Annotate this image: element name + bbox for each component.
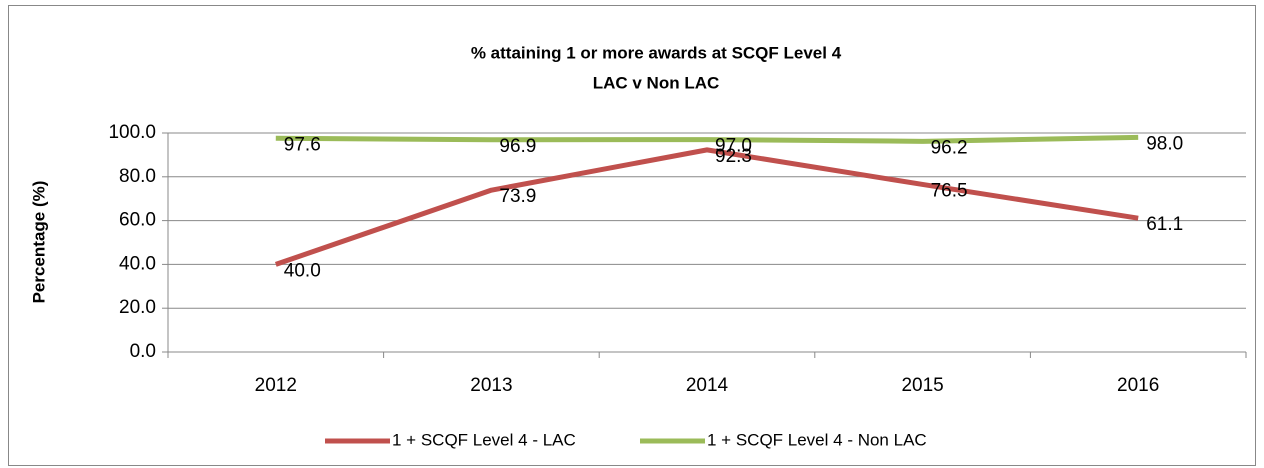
- series-line: [275, 134, 1139, 144]
- y-tick-label: 40.0: [119, 253, 156, 274]
- y-tick-label: 100.0: [108, 122, 156, 143]
- chart-subtitle: LAC v Non LAC: [593, 73, 720, 92]
- x-tick-label: 2015: [901, 375, 943, 396]
- x-tick-label: 2012: [255, 375, 297, 396]
- y-tick-label: 80.0: [119, 166, 156, 187]
- y-tick-label: 60.0: [119, 210, 156, 231]
- data-label: 92.3: [715, 146, 752, 167]
- legend-label: 1 + SCQF Level 4 - Non LAC: [707, 430, 927, 449]
- x-tick-label: 2013: [470, 375, 512, 396]
- y-axis-label: Percentage (%): [29, 181, 48, 304]
- data-label: 97.0: [715, 136, 752, 157]
- x-tick-label: 2016: [1117, 375, 1159, 396]
- legend-label: 1 + SCQF Level 4 - LAC: [392, 430, 576, 449]
- series-line: [274, 147, 1139, 267]
- data-label: 76.5: [931, 180, 968, 201]
- data-label: 97.6: [284, 134, 321, 155]
- chart-border: [8, 5, 1256, 466]
- data-label: 73.9: [499, 186, 536, 207]
- data-label: 61.1: [1146, 214, 1183, 235]
- data-label: 96.2: [931, 137, 968, 158]
- y-tick-label: 20.0: [119, 297, 156, 318]
- chart-title: % attaining 1 or more awards at SCQF Lev…: [471, 43, 842, 62]
- y-tick-label: 0.0: [130, 341, 156, 362]
- data-label: 96.9: [499, 136, 536, 157]
- data-label: 98.0: [1146, 133, 1183, 154]
- data-label: 40.0: [284, 260, 321, 281]
- x-tick-label: 2014: [686, 375, 729, 396]
